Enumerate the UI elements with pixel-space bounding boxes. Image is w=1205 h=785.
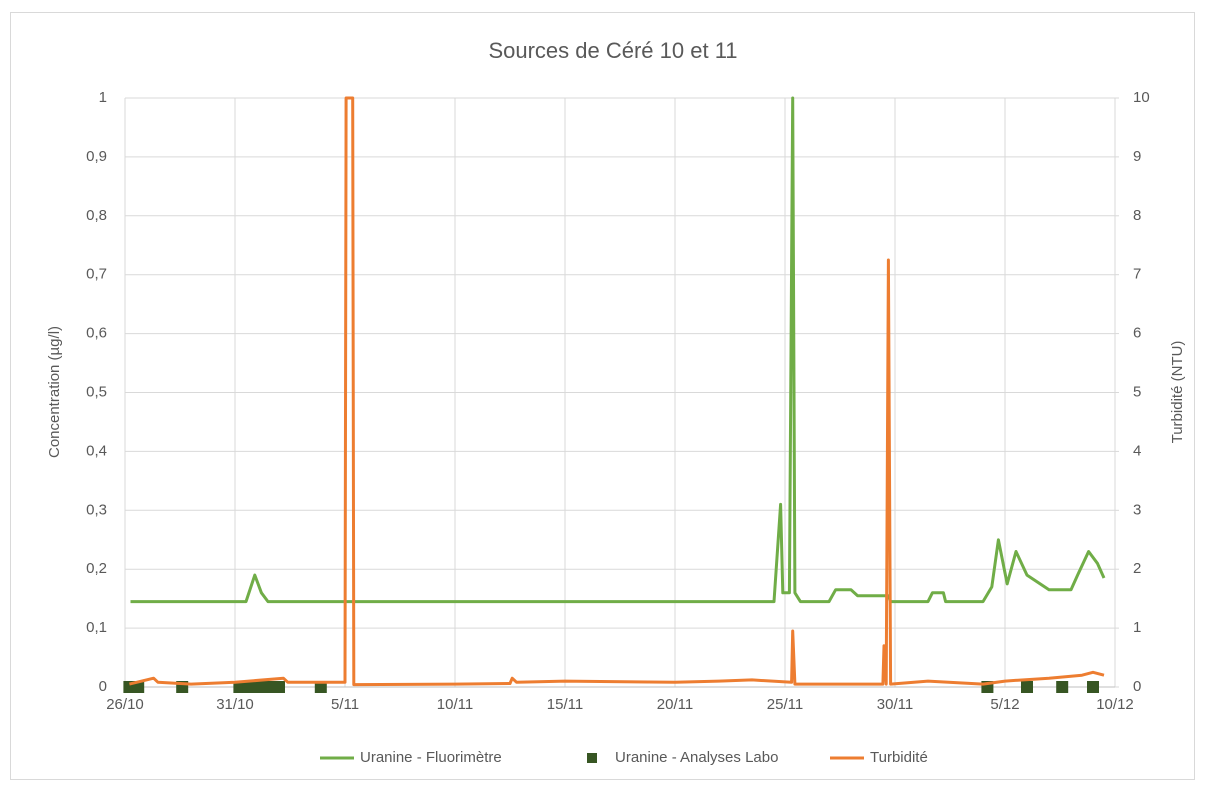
- legend-label: Turbidité: [870, 749, 928, 766]
- y2-tick-label: 7: [1133, 266, 1141, 283]
- x-tick-label: 25/11: [767, 696, 803, 713]
- y-tick-label: 0,1: [86, 619, 107, 636]
- data-point: [251, 681, 263, 693]
- y-axis-title: Concentration (µg/l): [46, 326, 63, 458]
- x-tick-label: 30/11: [877, 696, 913, 713]
- y2-tick-label: 3: [1133, 501, 1141, 518]
- x-tick-label: 26/10: [106, 696, 144, 713]
- data-point: [1056, 681, 1069, 693]
- y-tick-label: 0,2: [86, 560, 107, 577]
- y-tick-label: 0,5: [86, 383, 107, 400]
- x-tick-label: 31/10: [216, 696, 254, 713]
- x-tick-label: 20/11: [657, 696, 693, 713]
- y2-tick-label: 2: [1133, 560, 1141, 577]
- chart-border: [10, 12, 1195, 780]
- y2-tick-label: 10: [1133, 89, 1150, 106]
- y2-tick-label: 1: [1133, 619, 1141, 636]
- x-tick-label: 10/12: [1096, 696, 1134, 713]
- y-tick-label: 1: [99, 89, 107, 106]
- y-tick-label: 0,4: [86, 442, 107, 459]
- x-tick-label: 15/11: [547, 696, 583, 713]
- y-tick-label: 0,6: [86, 325, 107, 342]
- y2-tick-label: 8: [1133, 207, 1141, 224]
- legend-label: Uranine - Fluorimètre: [360, 749, 502, 766]
- y-tick-label: 0,7: [86, 266, 107, 283]
- y2-axis-title: Turbidité (NTU): [1169, 341, 1186, 444]
- data-point: [273, 681, 285, 693]
- y2-tick-label: 6: [1133, 325, 1141, 342]
- data-point: [1087, 681, 1099, 693]
- y-tick-label: 0,9: [86, 148, 107, 165]
- y-tick-label: 0,3: [86, 501, 107, 518]
- y2-tick-label: 5: [1133, 383, 1141, 400]
- x-tick-label: 10/11: [437, 696, 473, 713]
- y-tick-label: 0,8: [86, 207, 107, 224]
- legend-label: Uranine - Analyses Labo: [615, 749, 778, 766]
- x-tick-label: 5/11: [331, 696, 359, 713]
- data-point: [262, 681, 274, 693]
- data-point: [314, 681, 327, 693]
- chart-title: Sources de Céré 10 et 11: [488, 38, 737, 63]
- y2-tick-label: 9: [1133, 148, 1141, 165]
- data-point: [1021, 681, 1033, 693]
- legend-swatch: [587, 753, 597, 763]
- data-line: [129, 96, 1105, 687]
- y-tick-label: 0: [99, 678, 107, 695]
- x-tick-label: 5/12: [990, 696, 1019, 713]
- y2-tick-label: 0: [1133, 678, 1141, 695]
- data-point: [123, 681, 136, 693]
- y2-tick-label: 4: [1133, 442, 1141, 459]
- data-line: [130, 96, 1106, 604]
